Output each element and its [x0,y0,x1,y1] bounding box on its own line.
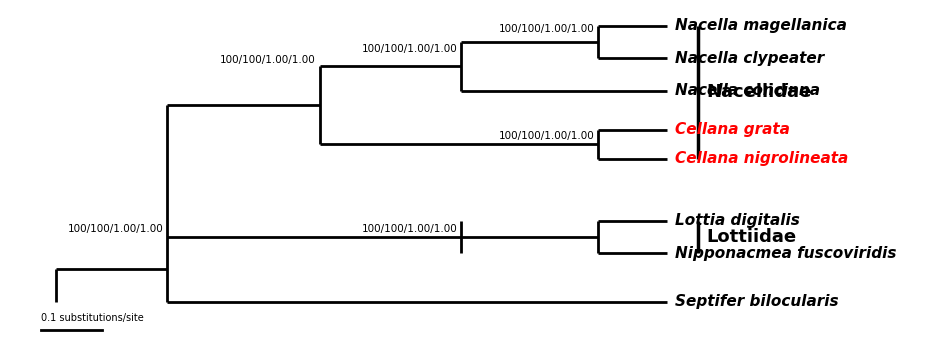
Text: 100/100/1.00/1.00: 100/100/1.00/1.00 [220,54,316,65]
Text: 100/100/1.00/1.00: 100/100/1.00/1.00 [68,224,163,234]
Text: Lottiidae: Lottiidae [707,228,797,246]
Text: 100/100/1.00/1.00: 100/100/1.00/1.00 [361,224,457,234]
Text: 0.1 substitutions/site: 0.1 substitutions/site [41,313,144,323]
Text: Cellana nigrolineata: Cellana nigrolineata [675,151,848,166]
Text: Nacellidae: Nacellidae [707,83,812,101]
Text: Septifer bilocularis: Septifer bilocularis [675,295,838,310]
Text: Cellana grata: Cellana grata [675,122,790,137]
Text: 100/100/1.00/1.00: 100/100/1.00/1.00 [499,24,594,34]
Text: Nacella concinna: Nacella concinna [675,83,820,98]
Text: Nacella magellanica: Nacella magellanica [675,18,846,33]
Text: 100/100/1.00/1.00: 100/100/1.00/1.00 [361,44,457,54]
Text: Lottia digitalis: Lottia digitalis [675,213,800,228]
Text: Nacella clypeater: Nacella clypeater [675,51,824,66]
Text: Nipponacmea fuscoviridis: Nipponacmea fuscoviridis [675,246,896,261]
Text: 100/100/1.00/1.00: 100/100/1.00/1.00 [499,131,594,141]
